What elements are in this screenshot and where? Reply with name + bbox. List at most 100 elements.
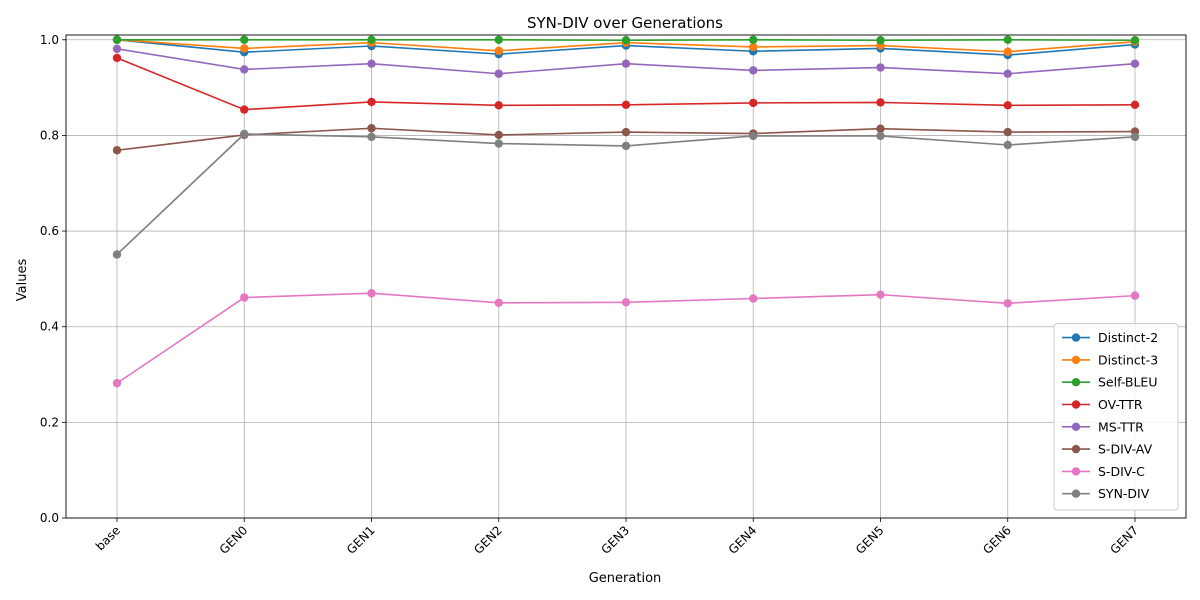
y-axis-title: Values	[15, 259, 30, 302]
legend-marker	[1071, 467, 1081, 476]
series-s-div-c	[112, 289, 1140, 388]
data-point	[749, 35, 758, 44]
y-tick-label: 1.0	[40, 33, 59, 47]
legend-entry: OV-TTR	[1062, 397, 1143, 412]
data-point	[367, 132, 376, 142]
data-point	[367, 59, 376, 68]
data-point	[876, 63, 885, 72]
data-point	[621, 36, 631, 45]
y-tick-label: 0.8	[40, 128, 59, 142]
data-point	[112, 53, 122, 63]
data-point	[240, 65, 249, 74]
data-point	[1003, 127, 1012, 137]
data-point	[112, 35, 122, 44]
plot-frame	[65, 34, 1187, 519]
series-lines	[112, 35, 1140, 388]
legend-entry: Self-BLEU	[1062, 375, 1157, 390]
series-ov-ttr	[112, 53, 1140, 114]
legend-label: Distinct-3	[1098, 352, 1158, 367]
data-point	[1003, 35, 1012, 44]
data-point	[876, 36, 885, 45]
data-point	[621, 298, 631, 307]
y-tick-label: 0.4	[40, 320, 59, 334]
data-point	[1130, 100, 1140, 110]
data-point	[1130, 291, 1140, 300]
legend-entry: Distinct-2	[1062, 330, 1158, 345]
data-point	[1130, 59, 1140, 68]
data-point	[240, 105, 249, 114]
legend-marker	[1071, 444, 1081, 454]
legend-entry: S-DIV-AV	[1062, 442, 1153, 457]
data-point	[876, 290, 885, 299]
data-point	[367, 97, 376, 107]
data-point	[876, 124, 885, 133]
data-point	[749, 66, 758, 75]
legend-label: S-DIV-AV	[1098, 442, 1153, 457]
data-point	[1003, 47, 1012, 56]
data-point	[876, 98, 885, 107]
legend-entry: S-DIV-C	[1062, 464, 1145, 479]
data-point	[749, 131, 758, 141]
series-syn-div	[112, 129, 1140, 259]
data-point	[1130, 36, 1140, 45]
data-point	[494, 69, 503, 78]
data-point	[1003, 101, 1012, 110]
data-point	[1003, 299, 1012, 308]
legend-label: OV-TTR	[1098, 397, 1143, 412]
data-point	[112, 44, 122, 54]
data-point	[494, 298, 503, 308]
data-point	[1130, 132, 1140, 142]
data-point	[749, 98, 758, 108]
legend-marker	[1071, 378, 1081, 387]
legend-marker	[1071, 489, 1081, 498]
data-point	[749, 42, 758, 52]
legend-entry: MS-TTR	[1062, 419, 1144, 434]
data-point	[1003, 140, 1012, 150]
data-point	[240, 293, 249, 302]
data-point	[749, 294, 758, 303]
legend-label: MS-TTR	[1098, 419, 1144, 434]
legend-marker	[1071, 422, 1081, 431]
data-point	[112, 250, 122, 259]
legend-entry: Distinct-3	[1062, 352, 1158, 367]
data-point	[494, 130, 503, 140]
data-point	[621, 59, 631, 68]
legend-marker	[1071, 333, 1081, 342]
legend-box	[1053, 323, 1179, 511]
data-point	[112, 146, 122, 155]
data-point	[240, 129, 249, 139]
legend-label: Self-BLEU	[1098, 375, 1157, 390]
legend-marker	[1071, 400, 1081, 409]
data-point	[240, 35, 249, 44]
data-point	[1003, 69, 1012, 78]
chart-title: SYN-DIV over Generations	[527, 14, 723, 32]
data-point	[240, 44, 249, 53]
legend-label: S-DIV-C	[1098, 464, 1145, 479]
legend-label: SYN-DIV	[1098, 486, 1150, 501]
data-point	[112, 378, 122, 388]
series-self-bleu	[112, 35, 1140, 45]
series-ms-ttr	[112, 44, 1140, 78]
data-point	[494, 46, 503, 55]
y-tick-label: 0.0	[40, 511, 59, 525]
legend-marker	[1071, 355, 1081, 365]
data-point	[367, 124, 376, 133]
data-point	[621, 141, 631, 151]
data-point	[494, 139, 503, 148]
data-point	[494, 35, 503, 44]
legend: Distinct-2 Distinct-3 Self-BLEU OV-TTR MS-TT…	[1053, 323, 1179, 511]
x-axis-title: Generation	[589, 571, 662, 586]
y-tick-label: 0.6	[40, 224, 59, 238]
legend-label: Distinct-2	[1098, 330, 1158, 345]
data-point	[367, 289, 376, 298]
y-tick-label: 0.2	[40, 415, 59, 429]
data-point	[367, 35, 376, 44]
data-point	[876, 131, 885, 141]
legend-entry: SYN-DIV	[1062, 486, 1150, 501]
data-point	[494, 101, 503, 110]
data-point	[621, 127, 631, 137]
data-point	[621, 100, 631, 110]
